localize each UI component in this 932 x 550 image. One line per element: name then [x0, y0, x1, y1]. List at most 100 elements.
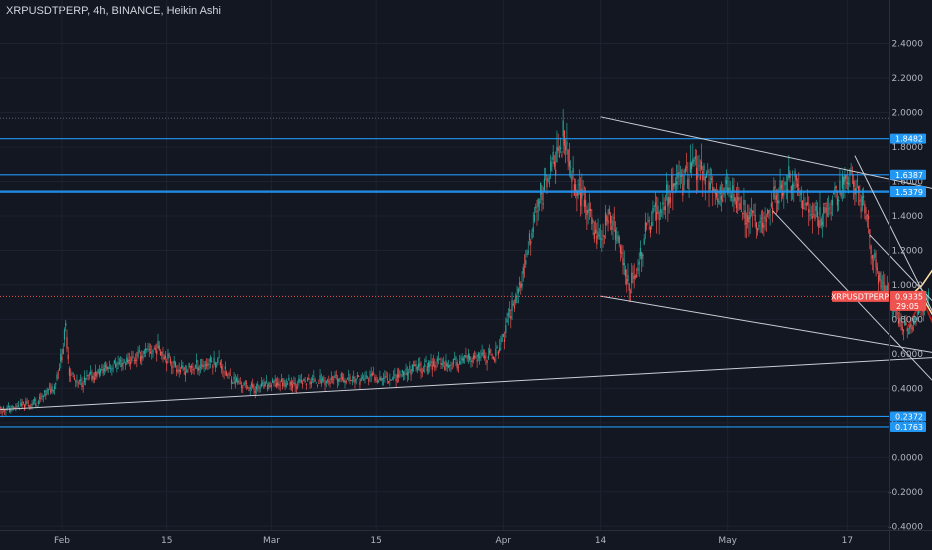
candle-body	[455, 356, 457, 360]
candle-body	[42, 395, 44, 397]
candle-body	[389, 379, 391, 381]
candle-body	[351, 380, 354, 381]
candle-body	[623, 262, 625, 266]
candle-body	[156, 350, 158, 355]
candle-body	[775, 195, 777, 200]
candle-body	[5, 411, 7, 413]
candle-body	[320, 379, 322, 384]
candle-body	[55, 383, 57, 385]
candle-body	[228, 373, 230, 374]
candle-body	[364, 378, 366, 380]
candle-body	[429, 363, 431, 368]
candle-body	[237, 380, 239, 384]
candle-body	[306, 378, 309, 381]
candle-body	[258, 386, 260, 388]
candle-body	[161, 351, 163, 355]
candle-body	[123, 361, 125, 363]
candle-body	[395, 378, 397, 382]
candle-body	[713, 189, 715, 191]
candle-body	[147, 346, 149, 348]
candle-body	[358, 376, 360, 377]
candle-body	[91, 375, 93, 381]
candle-body	[41, 395, 43, 398]
candle-body	[902, 329, 905, 332]
candle-body	[647, 220, 649, 221]
candle-body	[304, 381, 306, 382]
candle-body	[774, 186, 776, 188]
candle-body	[176, 369, 178, 372]
candle-body	[81, 382, 83, 387]
candle-body	[233, 376, 235, 380]
candle-body	[53, 386, 56, 390]
candle-body	[617, 235, 619, 240]
candle-body	[566, 141, 568, 146]
price-tick-label: 0.6000	[892, 350, 924, 360]
candle-body	[87, 375, 89, 376]
candle-body	[747, 215, 749, 222]
candle-body	[265, 381, 268, 382]
candle-body	[56, 374, 58, 380]
candle-body	[379, 376, 381, 381]
candle-body	[424, 364, 426, 367]
candle-body	[607, 220, 609, 224]
candle-body	[700, 161, 703, 170]
candle-body	[279, 385, 281, 386]
candle-body	[760, 217, 762, 219]
candle-body	[659, 209, 661, 213]
candle-body	[643, 238, 645, 245]
candle-body	[482, 352, 484, 354]
candle-body	[319, 375, 321, 381]
candle-body	[263, 384, 265, 388]
candle-body	[828, 208, 830, 210]
candle-body	[757, 227, 759, 232]
candle-body	[32, 402, 34, 404]
candle-body	[338, 378, 340, 382]
candle-body	[349, 376, 351, 381]
candle-body	[748, 217, 750, 223]
candle-body	[378, 381, 380, 382]
candle-body	[588, 208, 590, 211]
candle-body	[137, 352, 139, 357]
candle-body	[793, 185, 795, 187]
symbol-tag	[832, 290, 889, 302]
trend-lines[interactable]	[0, 116, 932, 433]
candle-body	[313, 375, 315, 377]
candle-body	[396, 373, 398, 379]
candle-body	[477, 353, 479, 358]
candle-body	[811, 216, 814, 219]
candle-body	[846, 182, 848, 184]
level-price-tag	[890, 133, 926, 144]
candle-body	[656, 211, 658, 220]
candle-body	[88, 374, 91, 375]
candle-body	[208, 364, 210, 366]
candle-body	[218, 357, 220, 359]
horizontal-levels[interactable]	[0, 138, 889, 428]
candle-body	[474, 355, 476, 358]
candle-body	[487, 355, 489, 359]
candle-body	[20, 402, 22, 407]
candle-body	[0, 406, 2, 411]
candle-body	[510, 315, 512, 319]
candle-body	[37, 401, 39, 404]
candle-body	[909, 323, 911, 329]
candle-body	[684, 168, 686, 173]
candle-body	[703, 165, 705, 171]
candle-body	[432, 361, 435, 367]
candle-body	[525, 260, 527, 265]
candle-body	[538, 202, 541, 204]
candle-body	[602, 235, 604, 236]
candle-body	[818, 220, 820, 228]
candle-body	[328, 380, 330, 382]
candle-body	[223, 372, 225, 374]
candle-body	[85, 378, 87, 380]
candle-body	[277, 382, 279, 386]
price-axis[interactable]: 2.4000 2.2000 2.0000 1.8000 1.6000 1.4000 1.20…	[831, 40, 926, 533]
candle-body	[562, 120, 564, 137]
candle-body	[439, 358, 441, 360]
candle-body	[526, 253, 528, 256]
candle-body	[292, 384, 294, 388]
candle-body	[621, 252, 623, 254]
candle-body	[65, 322, 67, 327]
